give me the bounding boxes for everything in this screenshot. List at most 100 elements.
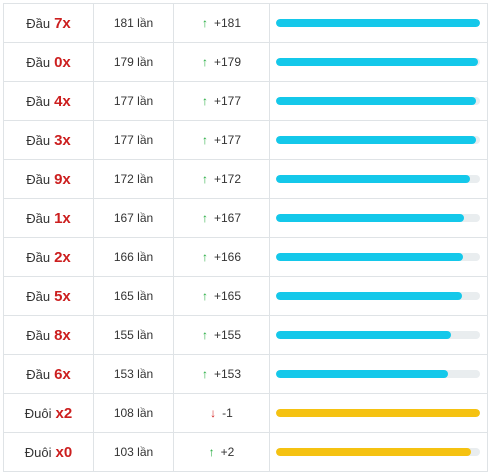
row-count: 181 lần: [94, 4, 174, 42]
row-label-prefix: Đuôi: [24, 444, 52, 460]
row-delta-value: +172: [213, 172, 242, 186]
row-bar-cell: [270, 355, 488, 393]
progress-track: [276, 409, 480, 417]
row-label: Đầu 3x: [4, 121, 94, 159]
row-delta-value: +165: [213, 289, 242, 303]
table-row: Đầu 8x 155 lần ↑ +155: [4, 316, 488, 355]
frequency-table: Đầu 7x 181 lần ↑ +181 Đầu 0x 179 lần ↑ +…: [3, 3, 488, 472]
row-label: Đầu 7x: [4, 4, 94, 42]
row-delta: ↑ +166: [174, 238, 270, 276]
row-label: Đuôi x2: [4, 394, 94, 432]
arrow-up-icon: ↑: [208, 445, 215, 459]
row-label-prefix: Đuôi: [24, 405, 52, 421]
row-label: Đầu 6x: [4, 355, 94, 393]
arrow-up-icon: ↑: [201, 211, 208, 225]
arrow-up-icon: ↑: [201, 250, 208, 264]
row-label: Đầu 4x: [4, 82, 94, 120]
row-count: 108 lần: [94, 394, 174, 432]
table-row: Đầu 2x 166 lần ↑ +166: [4, 238, 488, 277]
progress-track: [276, 331, 480, 339]
row-label-prefix: Đầu: [26, 249, 51, 265]
row-label-digit: 6x: [54, 365, 71, 383]
table-row: Đầu 7x 181 lần ↑ +181: [4, 4, 488, 43]
progress-track: [276, 292, 480, 300]
row-count: 172 lần: [94, 160, 174, 198]
row-count: 153 lần: [94, 355, 174, 393]
row-bar-cell: [270, 394, 488, 432]
row-delta-value: +2: [220, 445, 235, 459]
row-bar-cell: [270, 238, 488, 276]
row-label-prefix: Đầu: [26, 366, 51, 382]
row-count: 166 lần: [94, 238, 174, 276]
table-row: Đầu 0x 179 lần ↑ +179: [4, 43, 488, 82]
row-delta: ↑ +181: [174, 4, 270, 42]
progress-track: [276, 136, 480, 144]
arrow-up-icon: ↑: [201, 55, 208, 69]
progress-track: [276, 58, 480, 66]
row-delta-value: +166: [213, 250, 242, 264]
row-label: Đầu 2x: [4, 238, 94, 276]
table-row: Đầu 3x 177 lần ↑ +177: [4, 121, 488, 160]
row-label-digit: x2: [55, 404, 73, 422]
row-label-digit: 9x: [54, 170, 71, 188]
row-delta-value: +181: [213, 16, 242, 30]
row-label-prefix: Đầu: [26, 54, 51, 70]
progress-fill: [276, 253, 464, 261]
row-delta-value: +167: [213, 211, 242, 225]
row-label-prefix: Đầu: [26, 288, 51, 304]
row-label-digit: 7x: [54, 14, 71, 32]
progress-track: [276, 175, 480, 183]
row-count: 165 lần: [94, 277, 174, 315]
arrow-up-icon: ↑: [201, 328, 208, 342]
row-label-digit: 3x: [54, 131, 71, 149]
progress-fill: [276, 331, 451, 339]
progress-track: [276, 19, 480, 27]
row-label-prefix: Đầu: [26, 327, 51, 343]
row-label: Đầu 9x: [4, 160, 94, 198]
row-count: 179 lần: [94, 43, 174, 81]
row-delta-value: +179: [213, 55, 242, 69]
row-label-prefix: Đầu: [26, 171, 51, 187]
table-row: Đầu 6x 153 lần ↑ +153: [4, 355, 488, 394]
row-delta-value: +177: [213, 133, 242, 147]
row-delta: ↑ +172: [174, 160, 270, 198]
row-label: Đầu 0x: [4, 43, 94, 81]
progress-track: [276, 370, 480, 378]
row-bar-cell: [270, 160, 488, 198]
row-label-prefix: Đầu: [26, 15, 51, 31]
row-delta-value: -1: [222, 406, 233, 420]
row-bar-cell: [270, 199, 488, 237]
arrow-up-icon: ↑: [201, 16, 208, 30]
row-bar-cell: [270, 121, 488, 159]
progress-track: [276, 97, 480, 105]
row-count: 177 lần: [94, 82, 174, 120]
row-bar-cell: [270, 433, 488, 471]
row-label-digit: 1x: [54, 209, 71, 227]
progress-fill: [276, 448, 471, 456]
row-count: 155 lần: [94, 316, 174, 354]
progress-fill: [276, 58, 478, 66]
row-label: Đuôi x0: [4, 433, 94, 471]
row-delta: ↓ -1: [174, 394, 270, 432]
progress-fill: [276, 97, 476, 105]
row-label: Đầu 8x: [4, 316, 94, 354]
arrow-up-icon: ↑: [201, 289, 208, 303]
row-label-digit: 2x: [54, 248, 71, 266]
progress-track: [276, 448, 480, 456]
row-delta-value: +177: [213, 94, 242, 108]
arrow-down-icon: ↓: [210, 406, 217, 420]
progress-fill: [276, 175, 470, 183]
arrow-up-icon: ↑: [201, 367, 208, 381]
row-count: 177 lần: [94, 121, 174, 159]
progress-fill: [276, 409, 480, 417]
row-delta-value: +153: [213, 367, 242, 381]
table-row: Đầu 5x 165 lần ↑ +165: [4, 277, 488, 316]
row-delta: ↑ +155: [174, 316, 270, 354]
row-label: Đầu 5x: [4, 277, 94, 315]
progress-track: [276, 253, 480, 261]
progress-fill: [276, 136, 476, 144]
row-delta: ↑ +153: [174, 355, 270, 393]
row-bar-cell: [270, 43, 488, 81]
row-bar-cell: [270, 4, 488, 42]
row-label-digit: x0: [55, 443, 73, 461]
